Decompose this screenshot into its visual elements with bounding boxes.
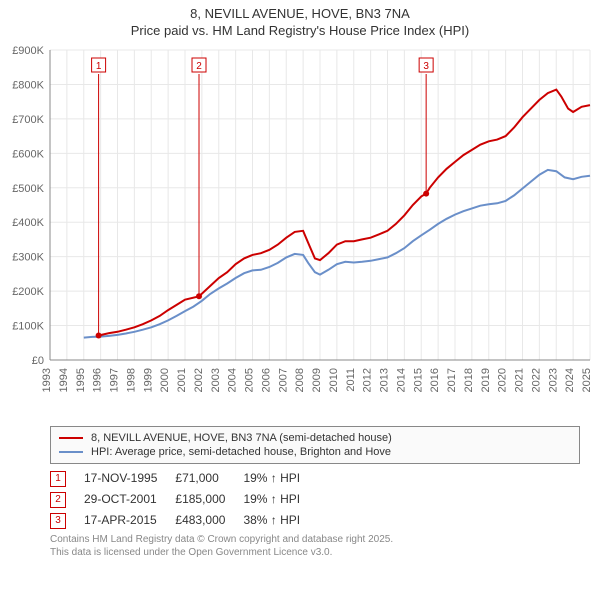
title-line-2: Price paid vs. HM Land Registry's House … <box>0 23 600 40</box>
legend: 8, NEVILL AVENUE, HOVE, BN3 7NA (semi-de… <box>50 426 580 464</box>
svg-text:2003: 2003 <box>210 368 222 392</box>
sale-date: 17-APR-2015 <box>84 510 175 531</box>
sales-row: 229-OCT-2001£185,00019% ↑ HPI <box>50 489 318 510</box>
svg-text:£100K: £100K <box>12 320 44 332</box>
svg-text:2009: 2009 <box>311 368 323 392</box>
svg-text:2: 2 <box>196 61 202 72</box>
sale-marker-cell: 3 <box>50 510 84 531</box>
svg-text:2010: 2010 <box>328 368 340 392</box>
svg-text:2021: 2021 <box>514 368 526 392</box>
legend-item: 8, NEVILL AVENUE, HOVE, BN3 7NA (semi-de… <box>59 431 571 445</box>
svg-text:1993: 1993 <box>41 368 53 392</box>
svg-text:2014: 2014 <box>395 368 407 392</box>
footnote-line: This data is licensed under the Open Gov… <box>50 546 580 559</box>
sale-price: £483,000 <box>175 510 243 531</box>
sale-marker-cell: 1 <box>50 468 84 489</box>
chart-svg: £0 £100K £200K £300K £400K £500K £600K £700K £80… <box>0 40 600 420</box>
svg-text:2011: 2011 <box>345 368 357 392</box>
svg-text:2019: 2019 <box>480 368 492 392</box>
title-line-1: 8, NEVILL AVENUE, HOVE, BN3 7NA <box>0 6 600 23</box>
sale-marker-cell: 2 <box>50 489 84 510</box>
chart: £0 £100K £200K £300K £400K £500K £600K £700K £80… <box>0 40 600 420</box>
legend-swatch <box>59 451 83 453</box>
svg-text:2023: 2023 <box>547 368 559 392</box>
legend-label: HPI: Average price, semi-detached house,… <box>91 446 391 458</box>
sale-date: 17-NOV-1995 <box>84 468 175 489</box>
svg-text:2013: 2013 <box>379 368 391 392</box>
svg-text:1999: 1999 <box>142 368 154 392</box>
svg-text:2025: 2025 <box>581 368 593 392</box>
legend-swatch <box>59 437 83 439</box>
svg-text:2017: 2017 <box>446 368 458 392</box>
svg-text:£200K: £200K <box>12 286 44 298</box>
svg-text:1997: 1997 <box>109 368 121 392</box>
svg-text:1: 1 <box>96 61 102 72</box>
svg-text:2001: 2001 <box>176 368 188 392</box>
svg-text:1998: 1998 <box>125 368 137 392</box>
chart-titles: 8, NEVILL AVENUE, HOVE, BN3 7NA Price pa… <box>0 0 600 40</box>
svg-text:2012: 2012 <box>362 368 374 392</box>
sale-price: £71,000 <box>175 468 243 489</box>
svg-text:2002: 2002 <box>193 368 205 392</box>
svg-text:£500K: £500K <box>12 183 44 195</box>
svg-text:£600K: £600K <box>12 148 44 160</box>
svg-text:1994: 1994 <box>58 368 70 392</box>
svg-text:2000: 2000 <box>159 368 171 392</box>
svg-text:2007: 2007 <box>277 368 289 392</box>
sale-delta: 19% ↑ HPI <box>243 489 318 510</box>
svg-text:2005: 2005 <box>244 368 256 392</box>
footnote: Contains HM Land Registry data © Crown c… <box>50 533 580 559</box>
svg-text:£900K: £900K <box>12 45 44 57</box>
sale-date: 29-OCT-2001 <box>84 489 175 510</box>
svg-text:2006: 2006 <box>260 368 272 392</box>
footnote-line: Contains HM Land Registry data © Crown c… <box>50 533 580 546</box>
svg-text:2015: 2015 <box>412 368 424 392</box>
svg-text:2016: 2016 <box>429 368 441 392</box>
sale-delta: 38% ↑ HPI <box>243 510 318 531</box>
svg-text:3: 3 <box>423 61 429 72</box>
svg-text:2020: 2020 <box>497 368 509 392</box>
sale-price: £185,000 <box>175 489 243 510</box>
svg-text:£0: £0 <box>32 355 44 367</box>
sales-table: 117-NOV-1995£71,00019% ↑ HPI229-OCT-2001… <box>50 468 318 531</box>
sale-delta: 19% ↑ HPI <box>243 468 318 489</box>
svg-text:2024: 2024 <box>564 368 576 392</box>
svg-text:2008: 2008 <box>294 368 306 392</box>
svg-text:2022: 2022 <box>530 368 542 392</box>
svg-text:£400K: £400K <box>12 217 44 229</box>
svg-text:1995: 1995 <box>75 368 87 392</box>
svg-text:2004: 2004 <box>227 368 239 392</box>
svg-text:1996: 1996 <box>92 368 104 392</box>
legend-label: 8, NEVILL AVENUE, HOVE, BN3 7NA (semi-de… <box>91 432 392 444</box>
sales-row: 317-APR-2015£483,00038% ↑ HPI <box>50 510 318 531</box>
svg-text:£300K: £300K <box>12 251 44 263</box>
svg-text:2018: 2018 <box>463 368 475 392</box>
legend-item: HPI: Average price, semi-detached house,… <box>59 445 571 459</box>
svg-text:£700K: £700K <box>12 114 44 126</box>
svg-text:£800K: £800K <box>12 79 44 91</box>
sales-row: 117-NOV-1995£71,00019% ↑ HPI <box>50 468 318 489</box>
